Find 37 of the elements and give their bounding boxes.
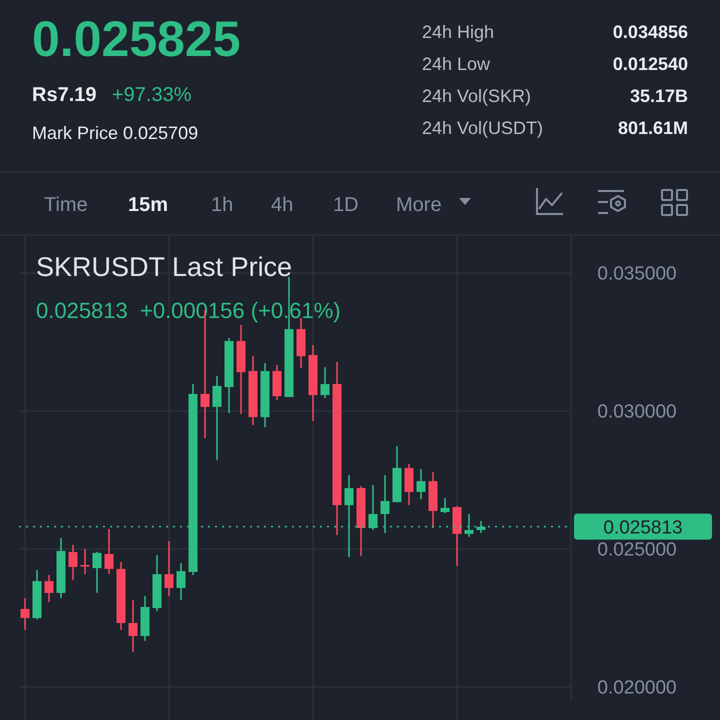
text: 24h Vol(SKR) — [422, 86, 532, 106]
text: Mark Price 0.025709 — [32, 123, 198, 143]
text: More — [396, 194, 442, 216]
candlestick — [176, 562, 186, 601]
text: 1h — [211, 194, 234, 216]
text: Rs7.19 — [32, 84, 96, 106]
candlestick — [104, 528, 114, 575]
text: 801.61M — [618, 118, 688, 138]
text: 24h Low — [422, 54, 492, 74]
y-tick-label: 0.020000 — [597, 678, 677, 699]
text: 15m — [128, 194, 168, 216]
candlestick — [20, 597, 30, 631]
y-tick-label: 0.030000 — [597, 402, 677, 423]
candlestick — [80, 548, 90, 575]
y-tick-label: 0.035000 — [597, 264, 677, 285]
candlestick — [92, 551, 102, 594]
candlestick — [440, 497, 450, 514]
text: 35.17B — [630, 86, 688, 106]
candlestick — [212, 375, 222, 461]
text: 4h — [271, 194, 294, 216]
text: 0.025825 — [32, 11, 241, 67]
text: +97.33% — [112, 84, 192, 106]
candlestick — [416, 468, 426, 500]
text: 24h High — [422, 22, 494, 42]
candlestick — [128, 599, 138, 653]
text: 0.034856 — [612, 22, 688, 42]
y-tick-label: 0.025000 — [597, 540, 677, 561]
candlestick — [68, 544, 78, 581]
text: 0.012540 — [612, 54, 688, 74]
text: 1D — [333, 194, 359, 216]
candlestick — [320, 366, 330, 399]
text: 24h Vol(USDT) — [422, 118, 544, 138]
ref-line-label: 0.025813 — [603, 517, 683, 538]
candlestick — [164, 540, 174, 597]
text: Time — [44, 194, 88, 216]
text: SKRUSDT Last Price — [36, 252, 292, 282]
candlestick — [44, 574, 54, 603]
